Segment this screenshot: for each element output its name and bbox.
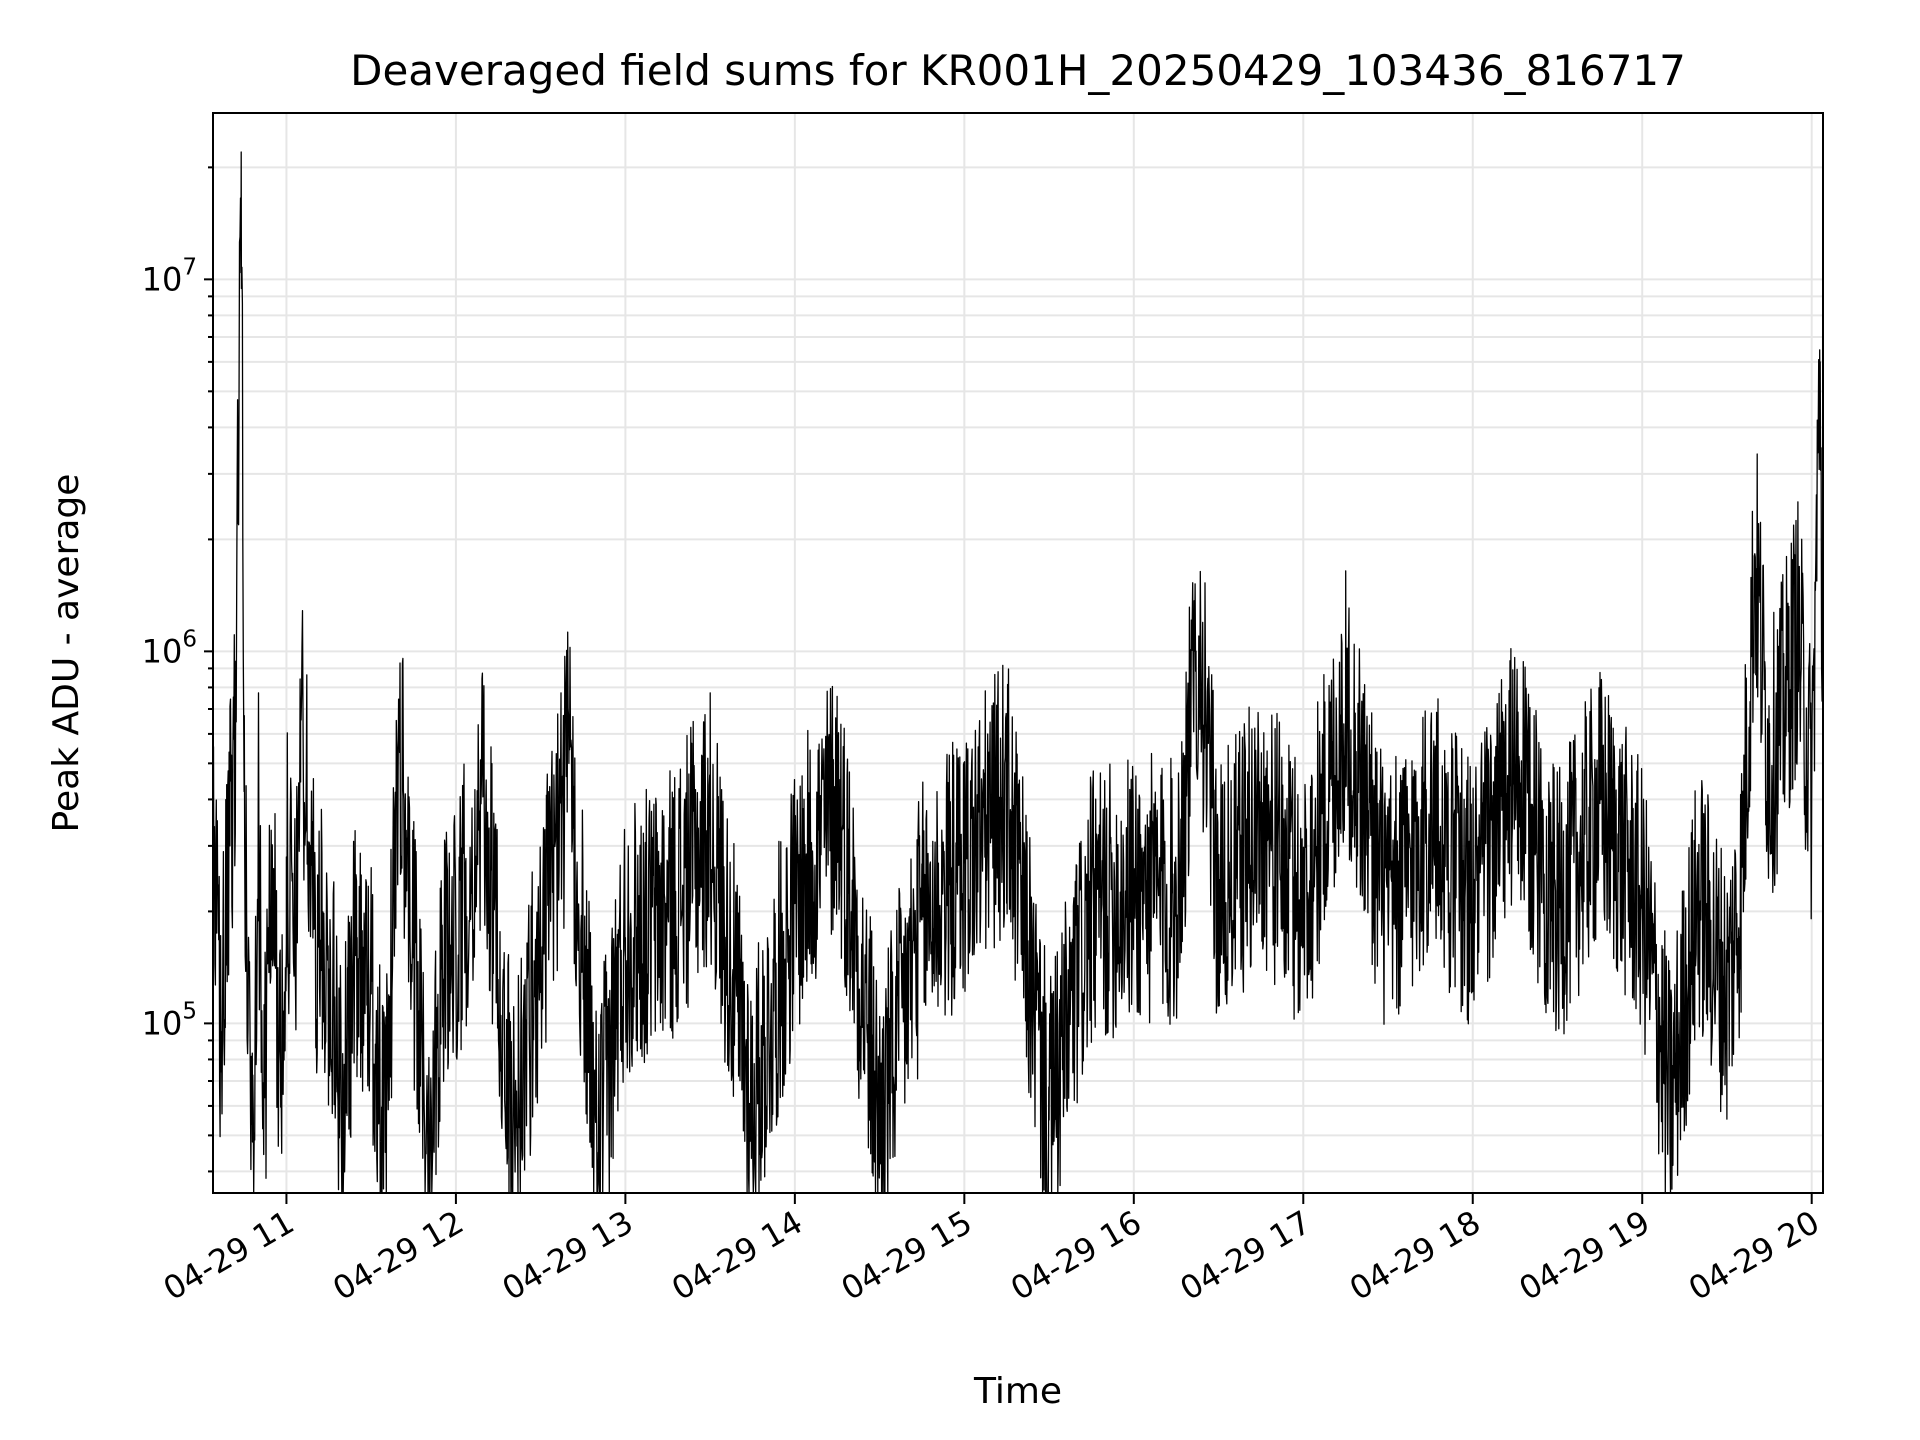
- y-tick-label-exponent: 5: [182, 998, 197, 1024]
- plot-frame: [212, 112, 1824, 1194]
- y-tick-label: 106: [142, 626, 197, 670]
- y-tick-label: 107: [142, 254, 197, 298]
- y-tick-label-base: 10: [142, 1004, 183, 1042]
- y-tick-label-exponent: 7: [182, 254, 197, 280]
- x-axis-label: Time: [973, 1371, 1062, 1412]
- y-tick-label-base: 10: [142, 632, 183, 670]
- series-line: [212, 151, 1824, 1194]
- series-group: [212, 151, 1824, 1194]
- y-tick-label-exponent: 6: [182, 626, 197, 652]
- y-tick-label-base: 10: [142, 260, 183, 298]
- y-tick-label: 105: [142, 998, 197, 1042]
- y-axis-label: Peak ADU - average: [46, 474, 87, 833]
- chart-title: Deaveraged field sums for KR001H_2025042…: [350, 46, 1686, 95]
